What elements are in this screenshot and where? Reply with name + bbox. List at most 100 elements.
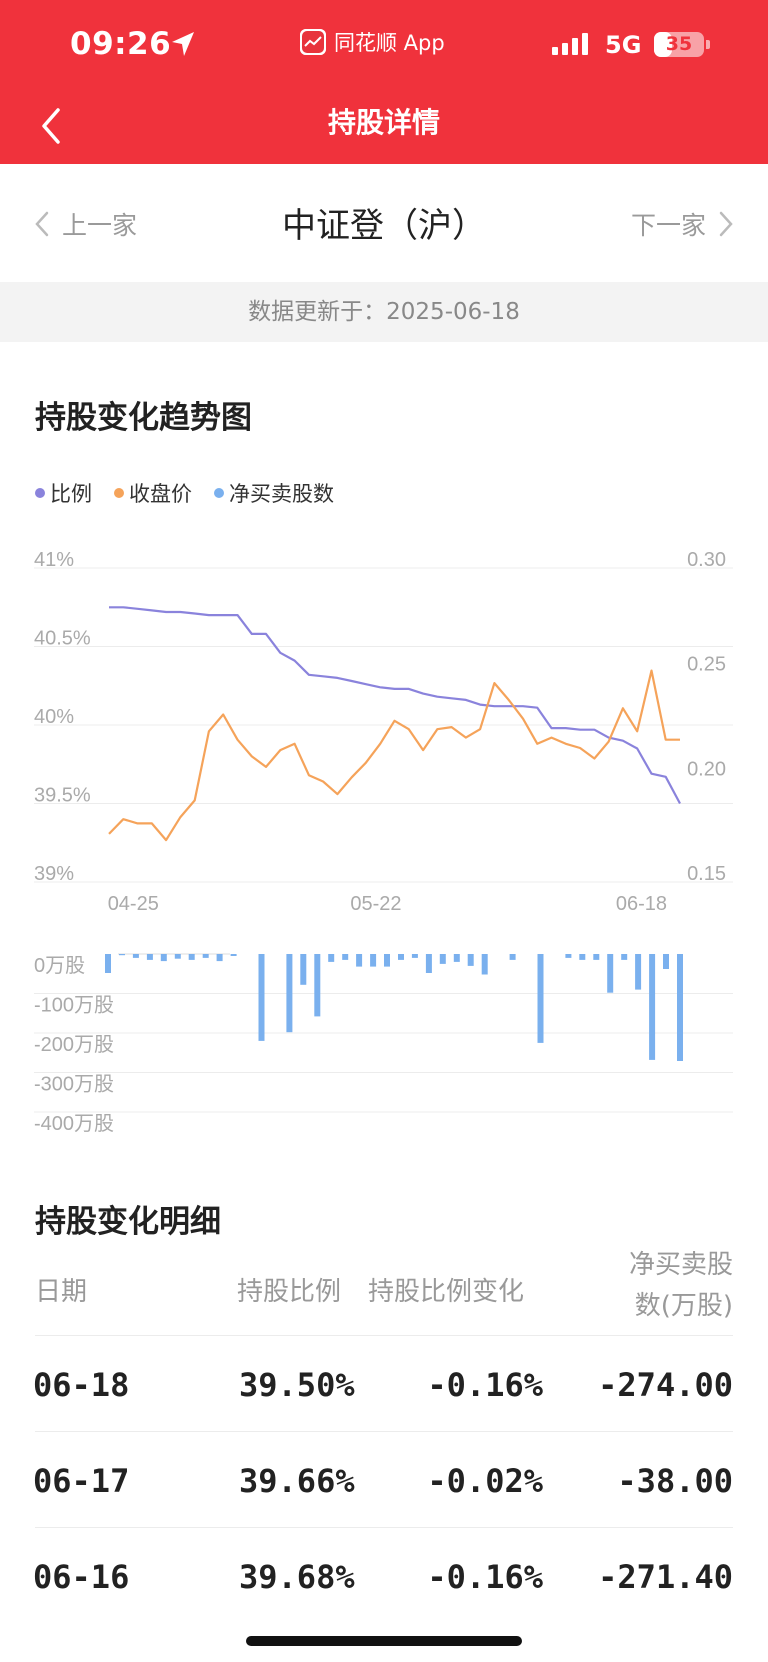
net-trade-bar [160, 954, 167, 962]
bar-y-tick-label: 0万股 [34, 955, 85, 977]
legend-net-trade[interactable]: 净买卖股数 [214, 478, 334, 508]
row-net-trade: -271.40 [598, 1558, 733, 1596]
legend-ratio[interactable]: 比例 [35, 478, 92, 508]
net-trade-bar [453, 954, 460, 962]
next-company-button[interactable]: 下一家 [631, 206, 734, 242]
row-ratio: 39.68% [239, 1558, 355, 1596]
nav-bar: 持股详情 [0, 90, 768, 164]
net-trade-bar [132, 954, 139, 958]
holding-trend-chart[interactable]: 41% 40.5% 40% 39.5% 39% 0.30 0.25 0.20 0.15 04-25… [0, 530, 768, 1140]
row-date: 06-18 [33, 1366, 130, 1404]
return-to-app-indicator[interactable]: 同花顺 App [300, 27, 445, 57]
net-trade-bar [230, 954, 237, 956]
bar-y-tick-label: -100万股 [34, 995, 114, 1017]
page-title: 持股详情 [327, 106, 440, 139]
net-trade-bar [146, 954, 153, 960]
net-trade-bar [509, 954, 516, 960]
net-trade-bar [342, 954, 349, 960]
chevron-left-icon [35, 211, 49, 237]
status-time: 09:26 [70, 26, 172, 62]
net-trade-bar [467, 954, 474, 966]
net-trade-bar [398, 954, 404, 960]
table-row[interactable]: 06-16 39.68% -0.16% -271.40 [33, 1527, 733, 1623]
net-trade-bar [649, 954, 656, 1060]
net-trade-bar [216, 954, 223, 962]
network-type: 5G [605, 31, 642, 59]
row-date: 06-17 [33, 1462, 130, 1500]
net-trade-bar [202, 954, 209, 958]
bar-y-tick-label: -200万股 [34, 1034, 114, 1056]
detail-section-title: 持股变化明细 [35, 1204, 221, 1240]
y-right-tick-label: 0.20 [687, 758, 726, 780]
net-trade-bar [607, 954, 614, 993]
company-name: 中证登（沪） [282, 206, 486, 246]
row-date: 06-16 [33, 1558, 130, 1596]
data-update-time: 数据更新于：2025-06-18 [0, 282, 768, 342]
close-price-series-line [108, 669, 680, 842]
net-trade-bar [300, 954, 307, 985]
x-tick-label: 06-18 [616, 893, 667, 915]
bar-y-tick-label: -400万股 [34, 1113, 114, 1135]
battery-icon: 35 [654, 32, 704, 57]
net-trade-bar [663, 954, 669, 969]
chevron-right-icon [719, 211, 733, 237]
net-trade-bar [286, 954, 293, 1033]
prev-company-label: 上一家 [62, 211, 138, 240]
table-row[interactable]: 06-18 39.50% -0.16% -274.00 [33, 1335, 733, 1431]
header-ratio: 持股比例 [237, 1277, 342, 1307]
row-ratio: 39.66% [239, 1462, 355, 1500]
header-net-trade: 净买卖股 数(万股) [573, 1245, 733, 1327]
next-company-label: 下一家 [630, 211, 706, 240]
net-trade-bar [119, 954, 125, 956]
y-left-tick-label: 40.5% [34, 628, 91, 650]
net-trade-bar [439, 954, 446, 964]
back-chevron-icon[interactable] [36, 104, 66, 148]
bar-y-tick-label: -300万股 [34, 1074, 114, 1096]
y-left-tick-label: 39.5% [34, 785, 91, 807]
y-left-tick-label: 41% [34, 549, 74, 571]
header-net-trade-line1: 净买卖股 [628, 1250, 733, 1280]
home-indicator[interactable] [246, 1636, 522, 1646]
legend-label-close-price: 收盘价 [129, 482, 192, 506]
y-right-tick-label: 0.25 [687, 654, 726, 676]
net-trade-bar [635, 954, 642, 990]
row-ratio: 39.50% [239, 1366, 355, 1404]
header-net-trade-line2: 数(万股) [634, 1291, 733, 1321]
net-trade-bar [425, 954, 432, 973]
legend-dot-net-trade [214, 488, 224, 498]
net-trade-bar [328, 954, 335, 962]
ratio-series-line [109, 606, 681, 805]
net-trade-bar [481, 954, 488, 975]
holding-detail-table: 日期 持股比例 持股比例变化 净买卖股 数(万股) 06-18 39.50% -… [33, 1245, 733, 1623]
location-arrow-icon [172, 32, 194, 56]
app-logo-icon [300, 29, 326, 55]
net-trade-bar [105, 954, 111, 973]
legend-dot-close-price [114, 488, 124, 498]
y-right-tick-label: 0.30 [687, 549, 726, 571]
row-net-trade: -274.00 [598, 1366, 733, 1404]
net-trade-bar [384, 954, 390, 967]
table-row[interactable]: 06-17 39.66% -0.02% -38.00 [33, 1431, 733, 1527]
net-trade-bar [356, 954, 363, 967]
prev-company-button[interactable]: 上一家 [34, 206, 137, 242]
net-trade-bar [411, 954, 418, 958]
header-ratio-change: 持股比例变化 [368, 1277, 525, 1307]
battery-level: 35 [665, 33, 693, 55]
cellular-signal-icon [552, 33, 588, 55]
net-trade-bar [188, 954, 195, 960]
x-tick-label: 05-22 [350, 893, 401, 915]
row-ratio-change: -0.16% [427, 1558, 543, 1596]
header-date: 日期 [35, 1277, 88, 1307]
net-trade-bar [537, 954, 544, 1043]
status-bar: 09:26 同花顺 App 5G 35 [0, 0, 768, 90]
legend-dot-ratio [35, 488, 45, 498]
net-trade-bar [174, 954, 181, 959]
y-left-tick-label: 40% [34, 706, 74, 728]
legend-close-price[interactable]: 收盘价 [114, 478, 192, 508]
app-name: 同花顺 App [334, 31, 445, 55]
x-tick-label: 04-25 [108, 893, 159, 915]
legend-label-ratio: 比例 [50, 482, 92, 506]
trend-section-title: 持股变化趋势图 [35, 400, 252, 436]
table-header: 日期 持股比例 持股比例变化 净买卖股 数(万股) [35, 1245, 733, 1335]
net-trade-bar [258, 954, 265, 1041]
